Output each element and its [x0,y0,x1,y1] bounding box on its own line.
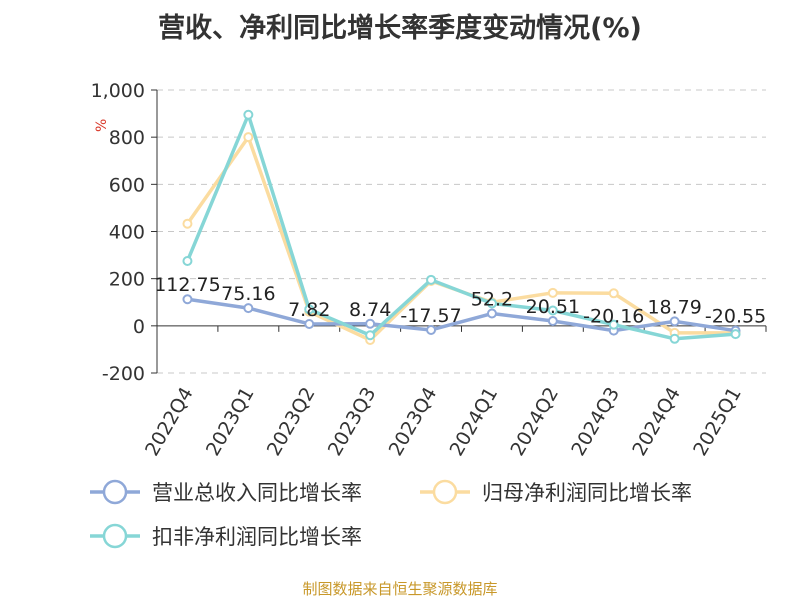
series-line [187,297,736,333]
x-tick-label: 2022Q4 [141,384,198,460]
data-label: -17.57 [400,305,461,327]
chart-title: 营收、净利同比增长率季度变动情况(%) [158,13,642,44]
y-tick-label: 200 [109,269,145,291]
y-tick-label: 1,000 [91,80,145,102]
y-tick-labels: -200 0 200 400 600 800 1,000 [91,80,145,385]
data-label: 8.74 [349,299,391,321]
data-point [182,218,193,229]
data-point [365,330,376,341]
x-tick-label: 2024Q4 [628,384,685,460]
x-tick-label: 2025Q1 [689,384,746,460]
x-tick-label: 2024Q3 [567,384,624,460]
data-point [669,316,680,327]
data-label: 75.16 [221,283,275,305]
data-point [547,315,558,326]
x-tick-label: 2024Q1 [446,384,503,460]
data-point [486,308,497,319]
data-point [547,305,558,316]
data-label: 18.79 [647,296,701,318]
data-point [182,294,193,305]
y-tick-label: 400 [109,222,145,244]
legend-item[interactable]: 营业总收入同比增长率 [90,479,362,505]
data-point [547,287,558,298]
series-line [185,113,736,341]
data-point [730,329,741,340]
data-label: -20.55 [705,306,766,328]
legend-item[interactable]: 扣非净利润同比增长率 [90,523,362,549]
y-tick-label: 0 [133,316,145,338]
grid-lines [151,89,766,374]
data-point [243,109,254,120]
legend-label: 归母净利润同比增长率 [482,481,692,505]
data-labels: 112.75 75.16 7.82 8.74 -17.57 52.2 20.51 -20.16… [154,274,766,327]
data-point [304,318,315,329]
x-tick-label: 2023Q2 [263,384,320,460]
legend-item[interactable]: 归母净利润同比增长率 [420,479,692,505]
data-point [243,303,254,314]
data-point [608,288,619,299]
y-tick-label: 800 [109,127,145,149]
x-tick-labels: 2022Q4 2023Q1 2023Q2 2023Q3 2023Q4 2024Q1 2024… [141,384,746,460]
data-point [182,255,193,266]
data-label: 52.2 [471,289,513,311]
y-tick-label: -200 [102,363,145,385]
data-point [243,132,254,143]
x-tick-label: 2024Q2 [506,384,563,460]
source-note: 制图数据来自恒生聚源数据库 [302,580,498,598]
legend-label: 营业总收入同比增长率 [152,481,362,505]
x-tick-label: 2023Q1 [202,384,259,460]
legend-marker [432,479,458,505]
y-axis-label: % [94,119,110,132]
data-point [669,333,680,344]
x-tick-label: 2023Q3 [324,384,381,460]
data-label: 7.82 [288,299,330,321]
data-point [304,304,315,315]
data-label: -20.16 [583,306,644,328]
x-tick-label: 2023Q4 [385,384,442,460]
data-point [365,318,376,329]
data-point [426,274,437,285]
data-label: 112.75 [154,274,220,296]
series-lines [182,109,741,345]
data-point [486,298,497,309]
y-tick-label: 600 [109,174,145,196]
data-label: 20.51 [526,296,580,318]
legend-marker [102,523,128,549]
data-point [608,319,619,330]
legend-label: 扣非净利润同比增长率 [152,525,362,549]
data-point [426,324,437,335]
legend-marker [102,479,128,505]
